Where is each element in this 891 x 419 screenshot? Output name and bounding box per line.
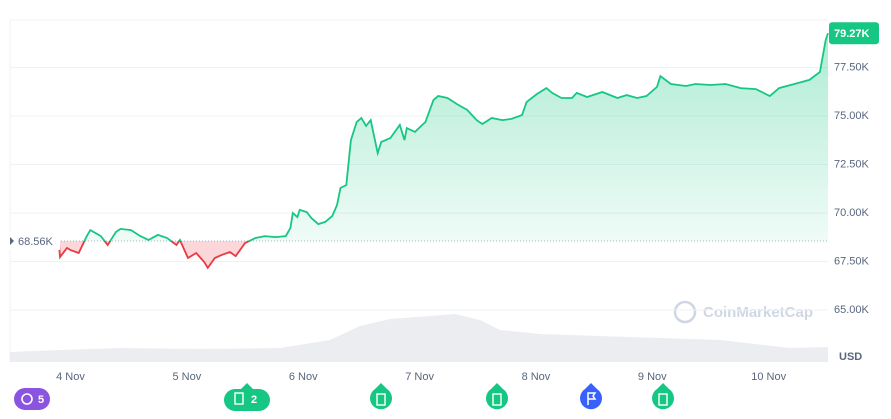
flag-icon <box>587 392 597 405</box>
watermark-logo <box>673 300 697 324</box>
baseline-marker <box>10 236 14 245</box>
news-event[interactable] <box>224 383 270 411</box>
y-tick-label: 67.50K <box>834 255 870 267</box>
news-event[interactable] <box>370 383 393 410</box>
news-icon <box>376 393 386 406</box>
baseline-label-bg <box>8 231 60 250</box>
x-tick-label: 9 Nov <box>638 371 667 383</box>
y-axis-label: USD <box>839 351 862 363</box>
y-tick-label: 75.00K <box>834 110 870 122</box>
news-event[interactable] <box>652 383 675 410</box>
news-event[interactable] <box>486 383 508 410</box>
news-icon <box>234 392 244 405</box>
x-tick-label: 8 Nov <box>522 371 551 383</box>
current-price-label: 79.27K <box>834 28 870 40</box>
history-count: 5 <box>38 394 44 406</box>
news-icon <box>492 393 502 406</box>
x-tick-label: 6 Nov <box>289 371 318 383</box>
price-line-up <box>83 32 829 241</box>
y-tick-label: 70.00K <box>834 207 870 219</box>
y-tick-label: 65.00K <box>834 304 870 316</box>
news-count: 2 <box>251 394 257 406</box>
x-tick-label: 7 Nov <box>405 371 434 383</box>
news-icon <box>658 393 668 406</box>
area-down <box>58 240 828 268</box>
volume-area <box>10 314 828 362</box>
x-tick-label: 10 Nov <box>751 371 786 383</box>
x-tick-label: 4 Nov <box>56 371 85 383</box>
current-price-box <box>829 22 879 45</box>
x-tick-label: 5 Nov <box>172 371 201 383</box>
y-tick-label: 72.50K <box>834 158 870 170</box>
watermark: CoinMarketCap <box>673 300 813 324</box>
event-markers[interactable]: 5 2 <box>14 383 675 411</box>
baseline-label: 68.56K <box>18 236 54 248</box>
flag-event[interactable] <box>580 383 602 410</box>
watermark-text: CoinMarketCap <box>703 304 813 321</box>
history-icon <box>21 393 33 405</box>
area-up <box>84 33 828 241</box>
price-line-down <box>58 240 252 270</box>
y-tick-label: 77.50K <box>834 61 870 73</box>
